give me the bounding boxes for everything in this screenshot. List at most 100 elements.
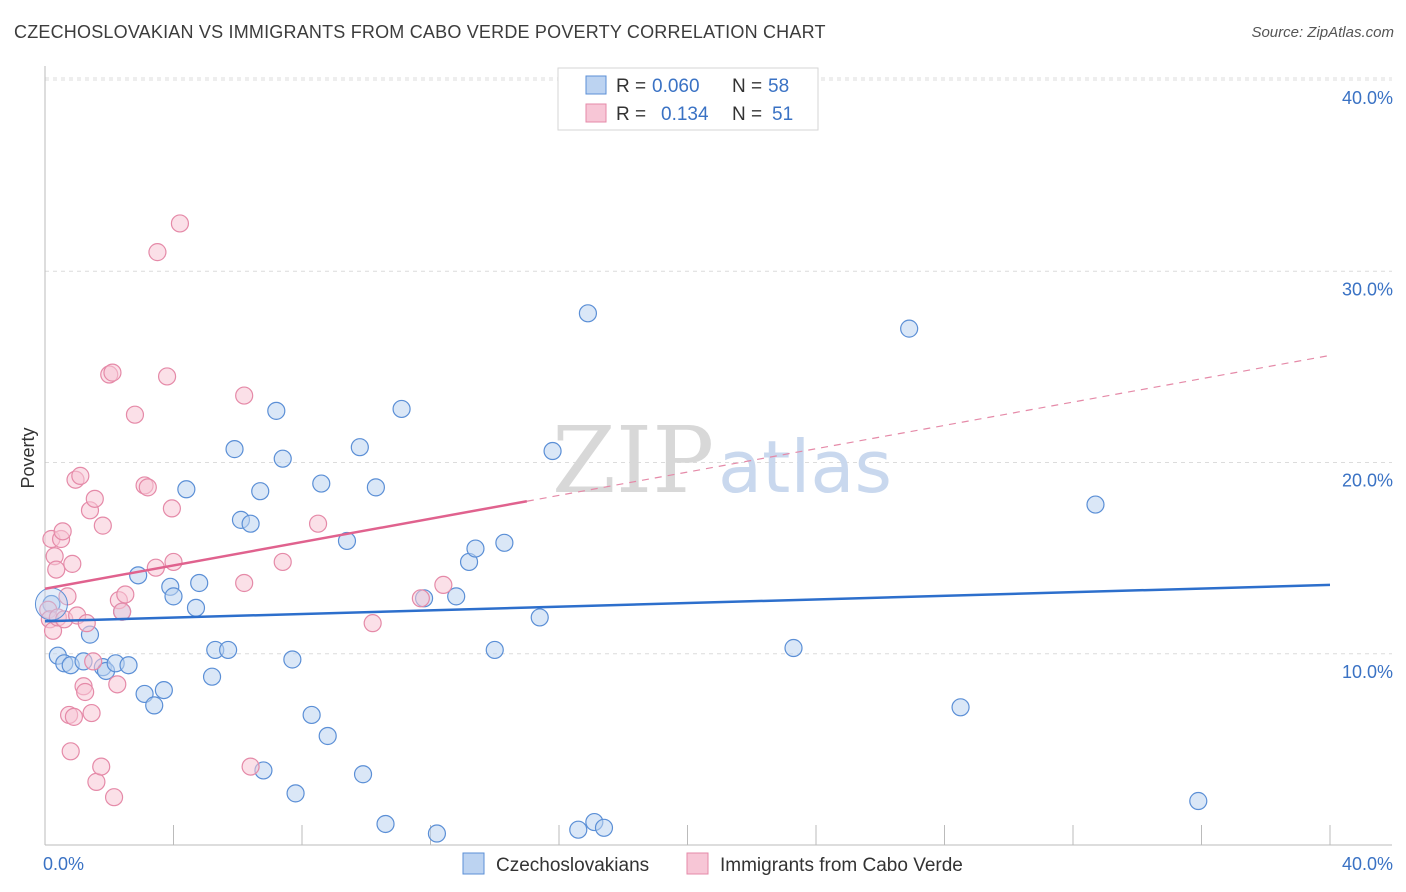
point-s1-41 [162, 499, 181, 518]
point-s0-50 [569, 820, 588, 839]
point-cluster [34, 587, 68, 621]
point-s0-38 [366, 478, 385, 497]
point-s0-55 [900, 319, 919, 338]
point-s0-25 [241, 514, 260, 533]
y-tick-label-0: 10.0% [1342, 662, 1393, 682]
y-axis-label: Poverty [18, 427, 38, 488]
point-s0-58 [1189, 791, 1208, 811]
point-s0-22 [219, 640, 238, 660]
point-s0-51 [578, 304, 598, 323]
legend-r-label-1: R = [616, 76, 646, 97]
y-tick-label-1: 20.0% [1342, 471, 1393, 491]
point-s1-12 [61, 742, 80, 761]
point-s0-31 [286, 784, 305, 803]
legend-swatch-pink [585, 103, 607, 123]
point-s1-49 [363, 614, 382, 633]
point-s1-31 [108, 675, 127, 694]
point-s1-39 [148, 243, 167, 262]
point-s0-28 [267, 401, 286, 420]
point-s1-25 [87, 772, 106, 791]
bottom-legend: Czechoslovakians Immigrants from Cabo Ve… [462, 852, 963, 876]
point-s0-23 [225, 440, 244, 459]
bottom-legend-label-pink: Immigrants from Cabo Verde [720, 855, 963, 876]
point-s0-36 [350, 438, 369, 457]
point-s0-56 [951, 698, 970, 717]
legend-n-value-1: 58 [768, 76, 789, 97]
point-s1-46 [241, 757, 260, 776]
point-s0-53 [594, 818, 614, 837]
legend-n-label-1: N = [732, 76, 762, 97]
trend-line-1 [44, 499, 528, 590]
point-s0-32 [302, 705, 321, 725]
point-s0-47 [495, 533, 514, 552]
legend: R = 0.060 N = 58 R = 0.134 N = 51 [557, 67, 819, 131]
point-s0-17 [177, 480, 196, 499]
point-s0-34 [318, 726, 337, 746]
point-s1-20 [77, 614, 96, 633]
point-s1-8 [53, 522, 72, 541]
tick-labels: 10.0% 20.0% 30.0% 40.0% 0.0% 40.0% [43, 88, 1393, 874]
point-s1-47 [273, 552, 292, 572]
source-credit: Source: ZipAtlas.com [1251, 24, 1394, 41]
trend-lines [44, 354, 1331, 623]
point-s1-29 [103, 363, 122, 382]
watermark-atlas: atlas [718, 425, 892, 509]
point-s0-45 [466, 539, 485, 558]
point-s0-33 [312, 474, 331, 493]
y-tick-label-2: 30.0% [1342, 279, 1393, 299]
trend-line-dashed-1 [526, 354, 1331, 502]
data-points [34, 214, 1208, 843]
legend-r-value-1: 0.060 [652, 76, 700, 97]
watermark: ZIP atlas [552, 407, 892, 514]
point-s0-57 [1086, 495, 1105, 514]
point-s1-40 [157, 367, 177, 386]
bottom-legend-swatch-blue [462, 852, 485, 875]
trend-line-0 [44, 583, 1331, 623]
point-s1-5 [47, 560, 66, 579]
point-s1-19 [76, 682, 95, 702]
legend-r-label-2: R = [616, 104, 646, 125]
x-tick-label-1: 40.0% [1342, 854, 1393, 874]
point-s1-51 [434, 575, 453, 595]
point-s1-50 [411, 589, 430, 608]
point-s0-10 [119, 656, 138, 675]
point-s0-29 [273, 449, 292, 468]
point-s1-26 [92, 757, 111, 776]
point-s1-27 [93, 516, 112, 535]
point-s1-35 [125, 405, 145, 424]
point-s0-19 [190, 573, 209, 593]
point-s0-43 [447, 587, 466, 606]
bottom-legend-swatch-pink [686, 852, 709, 875]
point-s1-43 [170, 214, 190, 233]
point-s0-40 [392, 399, 411, 419]
point-s0-54 [784, 638, 803, 658]
point-s0-39 [376, 814, 395, 834]
point-s1-48 [308, 514, 328, 533]
bottom-legend-label-blue: Czechoslovakians [496, 855, 649, 876]
point-s0-35 [337, 531, 357, 551]
point-s0-30 [283, 650, 302, 669]
point-s1-30 [104, 788, 124, 807]
point-s0-37 [353, 765, 373, 784]
point-s1-34 [116, 585, 135, 604]
point-s1-37 [138, 478, 157, 497]
point-s0-27 [251, 482, 270, 501]
legend-swatch-blue [585, 75, 607, 95]
point-s1-42 [164, 552, 183, 572]
watermark-zip: ZIP [552, 407, 714, 514]
point-s1-33 [112, 602, 132, 621]
point-s1-44 [235, 386, 254, 405]
point-s1-14 [64, 707, 84, 726]
point-s0-13 [145, 696, 164, 715]
point-s0-20 [202, 667, 222, 686]
x-tick-label-0: 0.0% [43, 854, 84, 874]
chart-title: CZECHOSLOVAKIAN VS IMMIGRANTS FROM CABO … [14, 22, 826, 42]
point-s0-16 [164, 587, 183, 606]
legend-n-label-2: N = [732, 104, 762, 125]
point-s0-48 [530, 608, 549, 627]
point-s0-46 [485, 640, 504, 660]
point-s1-45 [235, 573, 254, 593]
point-s0-14 [154, 680, 173, 700]
point-s1-24 [85, 489, 104, 508]
